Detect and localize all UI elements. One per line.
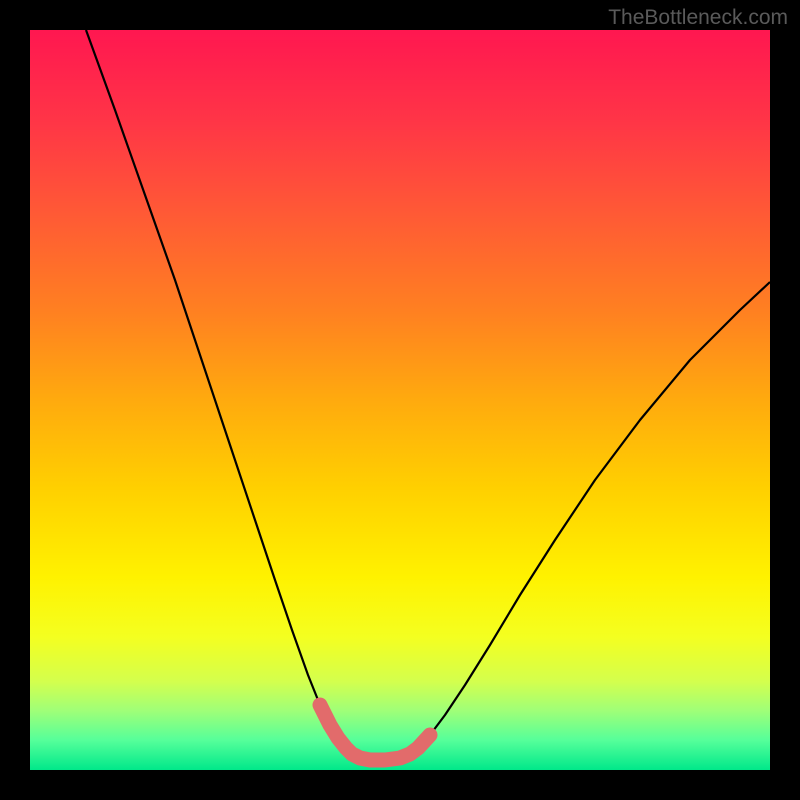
highlight-segment	[320, 705, 430, 760]
watermark-text: TheBottleneck.com	[608, 6, 788, 30]
bottleneck-curve	[30, 30, 770, 770]
outer-frame: TheBottleneck.com	[0, 0, 800, 800]
plot-area	[30, 30, 770, 770]
main-curve	[86, 30, 770, 760]
